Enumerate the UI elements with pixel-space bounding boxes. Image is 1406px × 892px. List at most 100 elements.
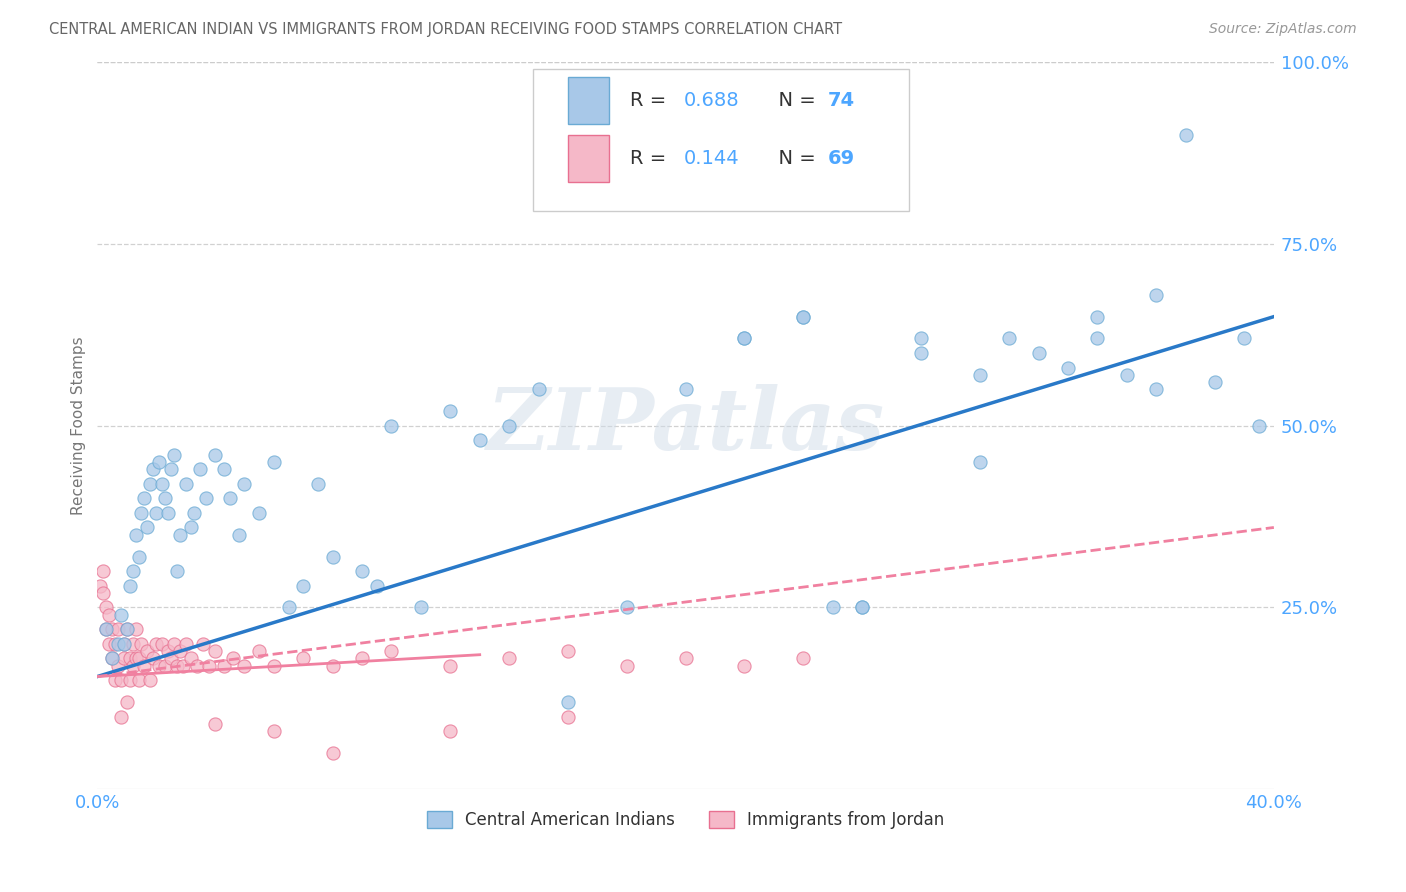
- Point: [163, 637, 186, 651]
- Point: [183, 506, 205, 520]
- Text: 0.688: 0.688: [683, 91, 740, 110]
- Point: [112, 637, 135, 651]
- Point: [150, 637, 173, 651]
- Point: [247, 644, 270, 658]
- Point: [212, 462, 235, 476]
- Point: [322, 746, 344, 760]
- Bar: [568, 77, 609, 124]
- Text: R =: R =: [630, 149, 673, 168]
- Point: [136, 644, 159, 658]
- Point: [204, 644, 226, 658]
- Point: [115, 622, 138, 636]
- Point: [91, 564, 114, 578]
- Point: [174, 637, 197, 651]
- Point: [121, 564, 143, 578]
- Point: [557, 644, 579, 658]
- Point: [121, 658, 143, 673]
- Point: [153, 491, 176, 506]
- Point: [156, 644, 179, 658]
- Point: [409, 600, 432, 615]
- Point: [91, 586, 114, 600]
- Text: ZIPatlas: ZIPatlas: [486, 384, 884, 467]
- Point: [228, 527, 250, 541]
- Point: [101, 651, 124, 665]
- Point: [180, 651, 202, 665]
- Point: [169, 644, 191, 658]
- Point: [96, 622, 118, 636]
- Point: [98, 607, 121, 622]
- Point: [166, 658, 188, 673]
- Point: [107, 658, 129, 673]
- Point: [233, 476, 256, 491]
- Point: [124, 651, 146, 665]
- Point: [136, 520, 159, 534]
- Point: [186, 658, 208, 673]
- Legend: Central American Indians, Immigrants from Jordan: Central American Indians, Immigrants fro…: [420, 804, 950, 836]
- Point: [851, 600, 873, 615]
- FancyBboxPatch shape: [533, 70, 910, 211]
- Point: [121, 637, 143, 651]
- Text: 0.144: 0.144: [683, 149, 740, 168]
- Point: [557, 709, 579, 723]
- Point: [439, 404, 461, 418]
- Point: [166, 564, 188, 578]
- Point: [733, 331, 755, 345]
- Point: [277, 600, 299, 615]
- Point: [110, 607, 132, 622]
- Point: [139, 673, 162, 688]
- Point: [263, 724, 285, 739]
- Point: [145, 637, 167, 651]
- Point: [148, 658, 170, 673]
- Point: [1057, 360, 1080, 375]
- Point: [98, 637, 121, 651]
- Point: [221, 651, 243, 665]
- Point: [1087, 331, 1109, 345]
- Point: [1233, 331, 1256, 345]
- Point: [218, 491, 240, 506]
- Point: [247, 506, 270, 520]
- Point: [104, 673, 127, 688]
- Point: [263, 455, 285, 469]
- Point: [204, 716, 226, 731]
- Point: [128, 673, 150, 688]
- Point: [792, 310, 814, 324]
- Point: [498, 651, 520, 665]
- Point: [195, 491, 218, 506]
- Point: [998, 331, 1021, 345]
- Point: [169, 527, 191, 541]
- Point: [1028, 346, 1050, 360]
- Point: [110, 673, 132, 688]
- Text: Source: ZipAtlas.com: Source: ZipAtlas.com: [1209, 22, 1357, 37]
- Point: [821, 600, 844, 615]
- Point: [160, 651, 183, 665]
- Point: [96, 600, 118, 615]
- Point: [115, 622, 138, 636]
- Text: 74: 74: [828, 91, 855, 110]
- Text: 69: 69: [828, 149, 855, 168]
- Point: [204, 448, 226, 462]
- Point: [263, 658, 285, 673]
- Point: [527, 382, 550, 396]
- Point: [110, 709, 132, 723]
- Point: [352, 564, 374, 578]
- Point: [1087, 310, 1109, 324]
- Point: [1144, 382, 1167, 396]
- Point: [101, 622, 124, 636]
- Text: N =: N =: [766, 91, 821, 110]
- Point: [134, 491, 156, 506]
- Point: [557, 695, 579, 709]
- Point: [380, 418, 402, 433]
- Point: [112, 637, 135, 651]
- Point: [233, 658, 256, 673]
- Point: [366, 579, 388, 593]
- Point: [322, 658, 344, 673]
- Point: [134, 658, 156, 673]
- Text: N =: N =: [766, 149, 821, 168]
- Point: [1174, 128, 1197, 142]
- Point: [89, 579, 111, 593]
- Point: [733, 331, 755, 345]
- Point: [150, 476, 173, 491]
- Point: [131, 637, 153, 651]
- Point: [124, 527, 146, 541]
- Point: [969, 455, 991, 469]
